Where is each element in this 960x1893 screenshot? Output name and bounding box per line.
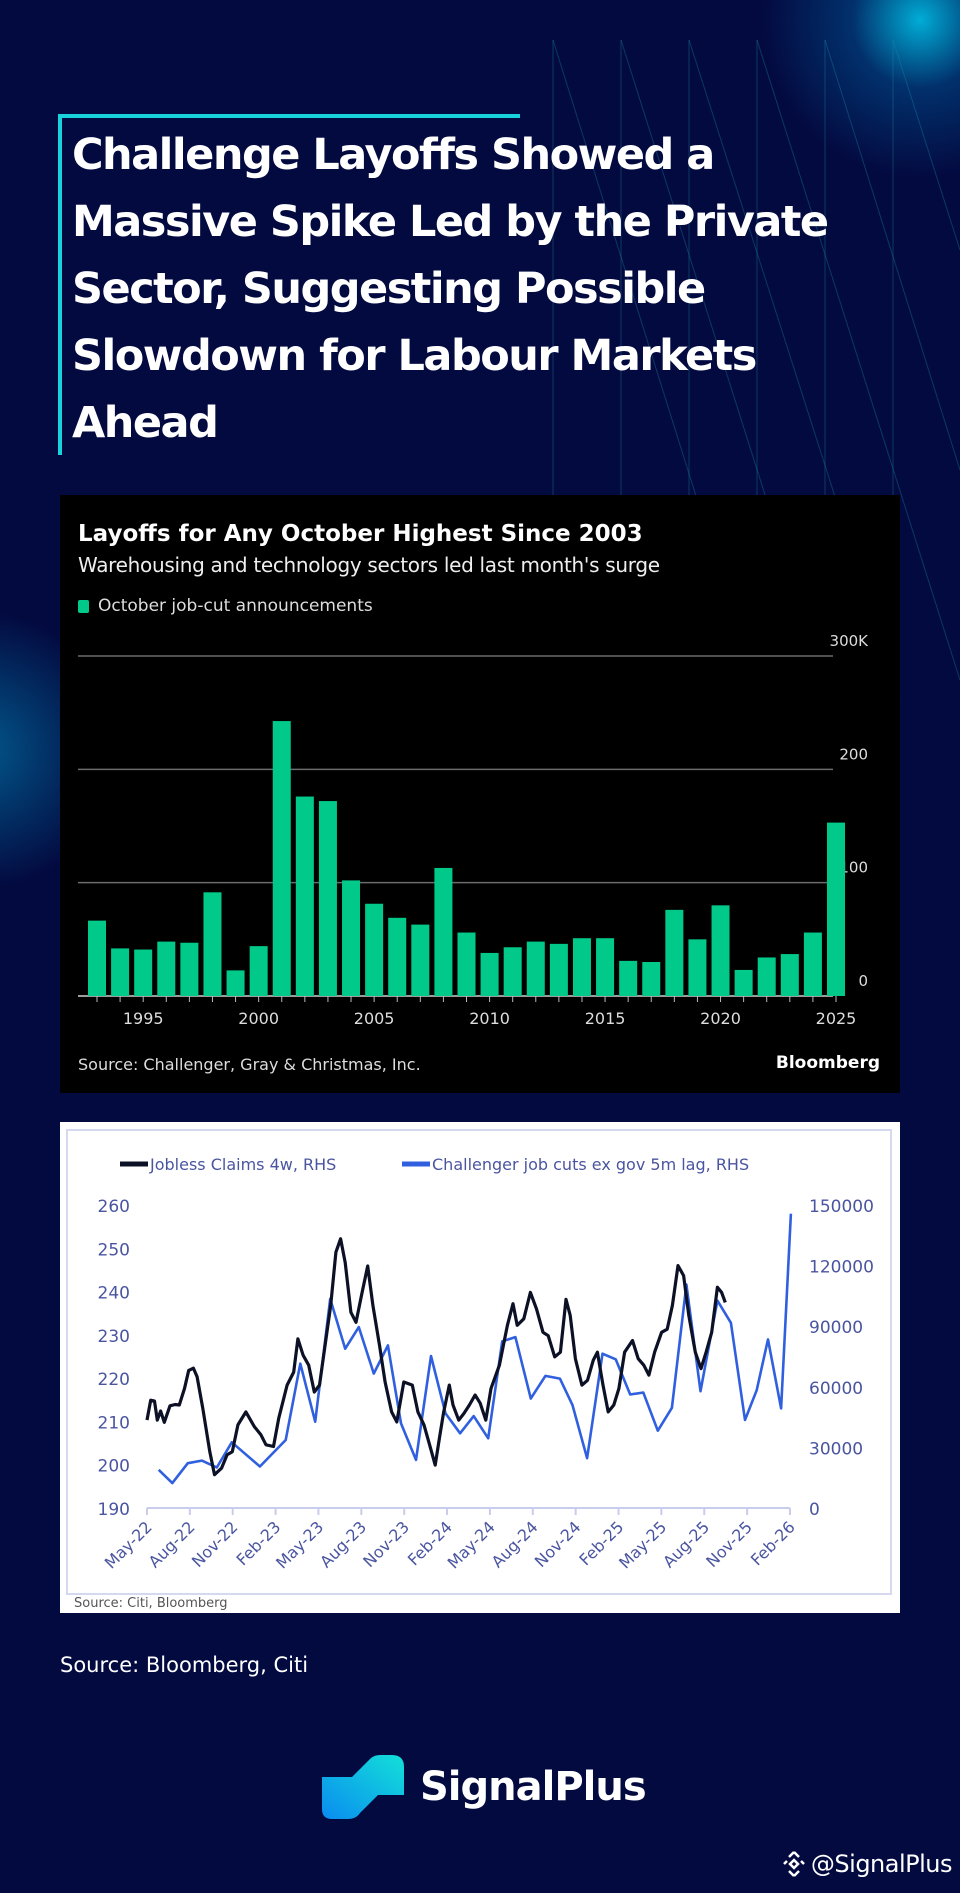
y-tick-label: 200 xyxy=(839,745,868,763)
bar-2015 xyxy=(596,938,615,996)
accent-line xyxy=(58,114,62,455)
bar-2020 xyxy=(711,905,730,996)
right-y-tick-label: 120000 xyxy=(809,1258,874,1278)
jobless-claims-line xyxy=(145,1237,727,1477)
bar-1997 xyxy=(180,942,199,996)
signalplus-logo-icon xyxy=(322,1755,404,1819)
left-y-tick-label: 200 xyxy=(98,1457,130,1477)
x-tick-label: Aug-22 xyxy=(145,1517,199,1571)
x-tick-label: 2025 xyxy=(816,1009,857,1028)
x-tick-label: 2000 xyxy=(238,1009,279,1028)
bar-1995 xyxy=(134,949,153,996)
left-y-tick-label: 260 xyxy=(98,1197,130,1217)
bar-1996 xyxy=(157,941,176,996)
bar-chart-panel: Layoffs for Any October Highest Since 20… xyxy=(60,495,900,1093)
legend-label: October job-cut announcements xyxy=(98,596,373,616)
bar-chart: 0 100 200 300K 1995 2000 2005 2010 2015 2020 2025 xyxy=(78,632,870,1028)
signalplus-logo: SignalPlus xyxy=(322,1755,647,1819)
left-y-tick-label: 190 xyxy=(98,1500,130,1520)
watermark-text: @SignalPlus xyxy=(810,1850,953,1878)
bar-2003 xyxy=(318,801,337,996)
legend-label: Challenger job cuts ex gov 5m lag, RHS xyxy=(432,1155,749,1174)
x-tick-label: 2010 xyxy=(469,1009,510,1028)
bar-1994 xyxy=(111,948,130,996)
bar-1999 xyxy=(226,970,245,996)
chart-subtitle: Warehousing and technology sectors led l… xyxy=(78,553,660,577)
bar-2025 xyxy=(827,822,845,996)
line-chart-panel: 190 200 210 220 230 240 250 260 0 30000 60000 90000… xyxy=(60,1122,900,1613)
x-tick-label: Feb-26 xyxy=(747,1517,799,1569)
x-tick-label: 1995 xyxy=(123,1009,164,1028)
bar-2008 xyxy=(434,867,453,996)
source-text: Source: Bloomberg, Citi xyxy=(60,1653,309,1677)
bar-2000 xyxy=(249,946,268,996)
bar-2009 xyxy=(457,932,476,996)
bar-2016 xyxy=(619,960,638,996)
x-tick-label: Nov-23 xyxy=(359,1517,413,1571)
left-y-tick-label: 240 xyxy=(98,1284,130,1304)
chart-legend: October job-cut announcements xyxy=(78,596,373,616)
line-chart: 190 200 210 220 230 240 250 260 0 30000 60000 90000… xyxy=(98,1155,874,1573)
bar-2007 xyxy=(411,924,430,996)
right-y-tick-label: 150000 xyxy=(809,1197,874,1217)
right-y-tick-label: 0 xyxy=(809,1500,820,1520)
right-y-tick-label: 90000 xyxy=(809,1318,863,1338)
legend-label: Jobless Claims 4w, RHS xyxy=(149,1155,336,1174)
right-y-tick-label: 60000 xyxy=(809,1379,863,1399)
bar-2012 xyxy=(526,941,545,996)
chart-frame xyxy=(66,1129,892,1595)
bar-2019 xyxy=(688,939,707,996)
left-y-tick-label: 220 xyxy=(98,1370,130,1390)
bar-2001 xyxy=(272,721,291,996)
bar-2018 xyxy=(665,909,684,996)
bar-1993 xyxy=(88,920,106,996)
y-tick-label: 300K xyxy=(830,632,870,650)
bar-2023 xyxy=(780,954,799,996)
bar-2010 xyxy=(480,952,499,996)
watermark: @SignalPlus xyxy=(781,1850,953,1878)
right-y-tick-label: 30000 xyxy=(809,1439,863,1459)
y-tick-label: 100 xyxy=(839,859,868,877)
binance-diamond-icon xyxy=(783,1851,805,1877)
left-y-tick-label: 250 xyxy=(98,1240,130,1260)
x-tick-label: 2020 xyxy=(700,1009,741,1028)
headline: Challenge Layoffs Showed a Massive Spike… xyxy=(72,130,829,448)
x-tick-label: 2005 xyxy=(354,1009,395,1028)
x-tick-label: May-22 xyxy=(101,1517,156,1572)
legend-swatch xyxy=(78,599,89,613)
left-y-tick-label: 230 xyxy=(98,1327,130,1347)
x-tick-label: May-24 xyxy=(444,1517,499,1572)
bar-2004 xyxy=(342,880,361,996)
bar-2011 xyxy=(503,947,522,996)
bar-2002 xyxy=(295,796,314,996)
x-tick-label: Aug-23 xyxy=(316,1517,370,1571)
bar-2017 xyxy=(642,962,661,996)
logo-text: SignalPlus xyxy=(420,1764,647,1810)
accent-line xyxy=(58,114,520,118)
x-tick-label: May-23 xyxy=(272,1517,327,1572)
bar-2013 xyxy=(549,943,568,996)
bar-2024 xyxy=(803,932,822,996)
bar-2021 xyxy=(734,969,753,996)
challenger-job-cuts-line xyxy=(157,1213,793,1485)
left-y-tick-label: 210 xyxy=(98,1413,130,1433)
bar-2014 xyxy=(572,938,591,996)
chart-source: Source: Challenger, Gray & Christmas, In… xyxy=(78,1055,421,1074)
x-tick-label: 2015 xyxy=(585,1009,626,1028)
y-tick-label: 0 xyxy=(858,972,868,990)
bar-2022 xyxy=(757,957,776,996)
x-tick-label: Aug-25 xyxy=(659,1517,713,1571)
bar-2005 xyxy=(365,903,384,996)
x-tick-label: Nov-25 xyxy=(702,1517,756,1571)
chart-source: Source: Citi, Bloomberg xyxy=(74,1596,228,1611)
bar-2006 xyxy=(388,917,407,996)
x-tick-label: Nov-22 xyxy=(188,1517,242,1571)
bar-1998 xyxy=(203,892,222,996)
chart-title: Layoffs for Any October Highest Since 20… xyxy=(78,521,643,547)
x-tick-label: Nov-24 xyxy=(531,1517,585,1571)
bloomberg-logo: Bloomberg xyxy=(775,1053,880,1073)
x-tick-label: Aug-24 xyxy=(488,1517,542,1571)
x-tick-label: May-25 xyxy=(615,1517,670,1572)
